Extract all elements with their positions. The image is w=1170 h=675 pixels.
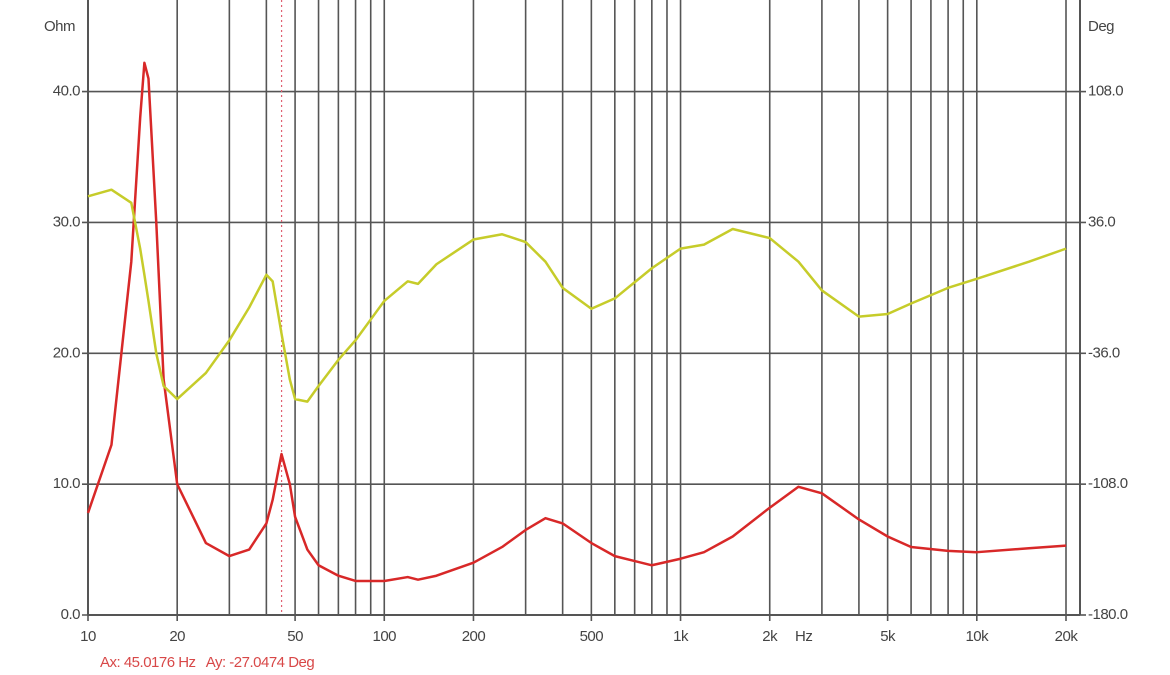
x-tick-label: 5k (880, 628, 896, 645)
series-line (86, 61, 1067, 583)
y-tick-label: 20.0 (53, 344, 80, 361)
y-tick-label: 30.0 (53, 213, 80, 230)
y2-tick-label: -108.0 (1088, 475, 1128, 492)
y-tick-label: 40.0 (53, 83, 80, 100)
y-tick-label: 0.0 (61, 606, 81, 623)
x-tick-label: 50 (287, 628, 303, 645)
y2-tick-label: 36.0 (1088, 213, 1115, 230)
x-tick-label: 1k (673, 628, 689, 645)
x-tick-label: 20k (1055, 628, 1079, 645)
y2-axis-label: Deg (1088, 18, 1114, 35)
y-axis-label: Ohm (44, 18, 75, 35)
x-tick-label: 10 (80, 628, 96, 645)
y2-tick-label: -180.0 (1088, 606, 1128, 623)
x-tick-label: 10k (965, 628, 989, 645)
x-tick-label: 200 (462, 628, 486, 645)
y2-tick-label: -36.0 (1088, 344, 1120, 361)
y2-tick-label: 108.0 (1088, 83, 1123, 100)
x-tick-label: 500 (580, 628, 604, 645)
x-tick-label: 20 (169, 628, 185, 645)
x-tick-label: 2k (762, 628, 778, 645)
y-tick-label: 10.0 (53, 475, 80, 492)
x-tick-label: 100 (373, 628, 397, 645)
x-axis-label: Hz (795, 628, 812, 645)
series-line (87, 188, 1067, 403)
cursor-readout: Ax: 45.0176 Hz Ay: -27.0474 Deg (100, 654, 314, 671)
